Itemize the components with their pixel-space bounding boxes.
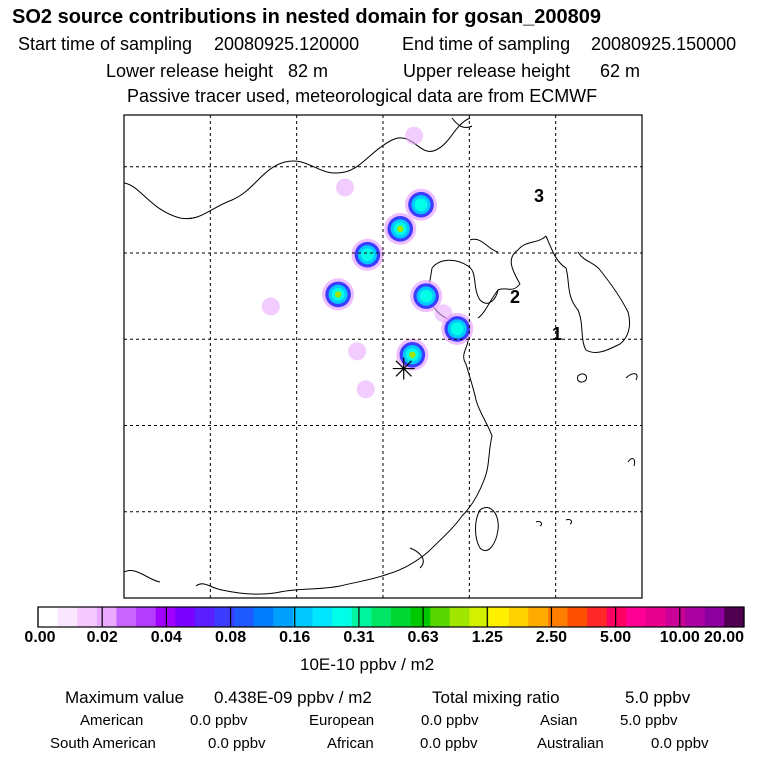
plume-contour <box>450 322 464 336</box>
region-african-value: 0.0 ppbv <box>420 735 478 752</box>
map-title: SO2 source contributions in nested domai… <box>12 6 602 28</box>
max-value-label: Maximum value <box>65 688 185 707</box>
plume-hotspot <box>384 212 417 245</box>
colorbar-tick-label: 10.00 <box>659 629 700 646</box>
colorbar-unit: 10E-10 ppbv / m2 <box>300 655 435 674</box>
plume-contour <box>361 248 374 262</box>
colorbar-tick-label: 1.25 <box>471 629 503 646</box>
colorbar-tick-label: 5.00 <box>600 629 632 646</box>
plume-contour <box>397 225 404 233</box>
plume-haze <box>356 380 375 399</box>
max-value: 0.438E-09 ppbv / m2 <box>214 688 372 707</box>
plume-haze <box>261 297 280 316</box>
start-time-value: 20080925.120000 <box>214 34 360 54</box>
plume-haze <box>348 342 367 361</box>
plume-haze <box>434 304 453 323</box>
colorbar-tick-label: 0.04 <box>150 629 182 646</box>
coastline <box>123 117 638 595</box>
total-mixing-value: 5.0 ppbv <box>625 688 691 707</box>
end-time-label: End time of sampling <box>402 34 571 54</box>
region-asian-name: Asian <box>540 712 578 729</box>
region-european-name: European <box>309 712 375 729</box>
plume-haze <box>336 178 355 197</box>
region-asian-value: 5.0 ppbv <box>620 712 678 729</box>
region-south-american-name: South American <box>50 735 156 752</box>
tracer-note: Passive tracer used, meteorological data… <box>127 86 598 106</box>
lower-release-label: Lower release height <box>106 61 274 81</box>
plume-hotspot <box>351 238 384 271</box>
colorbar-tick-label: 0.00 <box>24 629 56 646</box>
region-american-value: 0.0 ppbv <box>190 712 248 729</box>
colorbar-tick-label: 0.63 <box>407 629 439 646</box>
upper-release-value: 62 m <box>600 61 641 81</box>
colorbar-tick-label: 0.16 <box>279 629 311 646</box>
plume-hotspot <box>322 278 355 311</box>
receptor-star-ray <box>395 360 412 377</box>
colorbar-tick-label: 2.50 <box>535 629 568 646</box>
plume-hotspot <box>441 312 474 345</box>
plume-contour <box>414 198 428 212</box>
colorbar-tick-label: 0.08 <box>214 629 247 646</box>
region-american-name: American <box>80 712 144 729</box>
upper-release-label: Upper release height <box>403 61 571 81</box>
plume-hotspot <box>396 338 429 371</box>
map-label-1: 1 <box>552 324 562 344</box>
plume-hotspot <box>404 188 437 221</box>
plume-contour <box>419 289 433 303</box>
plume-haze <box>405 126 424 145</box>
map-grid <box>124 115 642 598</box>
colorbar-tick-label: 20.00 <box>703 629 745 646</box>
map-label-3: 3 <box>534 186 544 206</box>
plume-layer <box>261 126 474 399</box>
plume-hotspot <box>410 280 443 313</box>
region-australian-value: 0.0 ppbv <box>651 735 709 752</box>
region-european-value: 0.0 ppbv <box>421 712 479 729</box>
map-frame <box>123 114 643 599</box>
plume-contour <box>334 291 342 298</box>
receptor-marker <box>392 357 415 380</box>
region-south-american-value: 0.0 ppbv <box>208 735 266 752</box>
total-mixing-label: Total mixing ratio <box>432 688 560 707</box>
end-time-value: 20080925.150000 <box>591 34 737 54</box>
region-australian-name: Australian <box>537 735 604 752</box>
start-time-label: Start time of sampling <box>18 34 193 54</box>
colorbar-tick-label: 0.31 <box>343 629 375 646</box>
plume-contour <box>409 351 416 358</box>
lower-release-value: 82 m <box>288 61 329 81</box>
map-label-2: 2 <box>510 287 520 307</box>
region-african-name: African <box>327 735 374 752</box>
colorbar-tick-label: 0.02 <box>86 629 118 646</box>
